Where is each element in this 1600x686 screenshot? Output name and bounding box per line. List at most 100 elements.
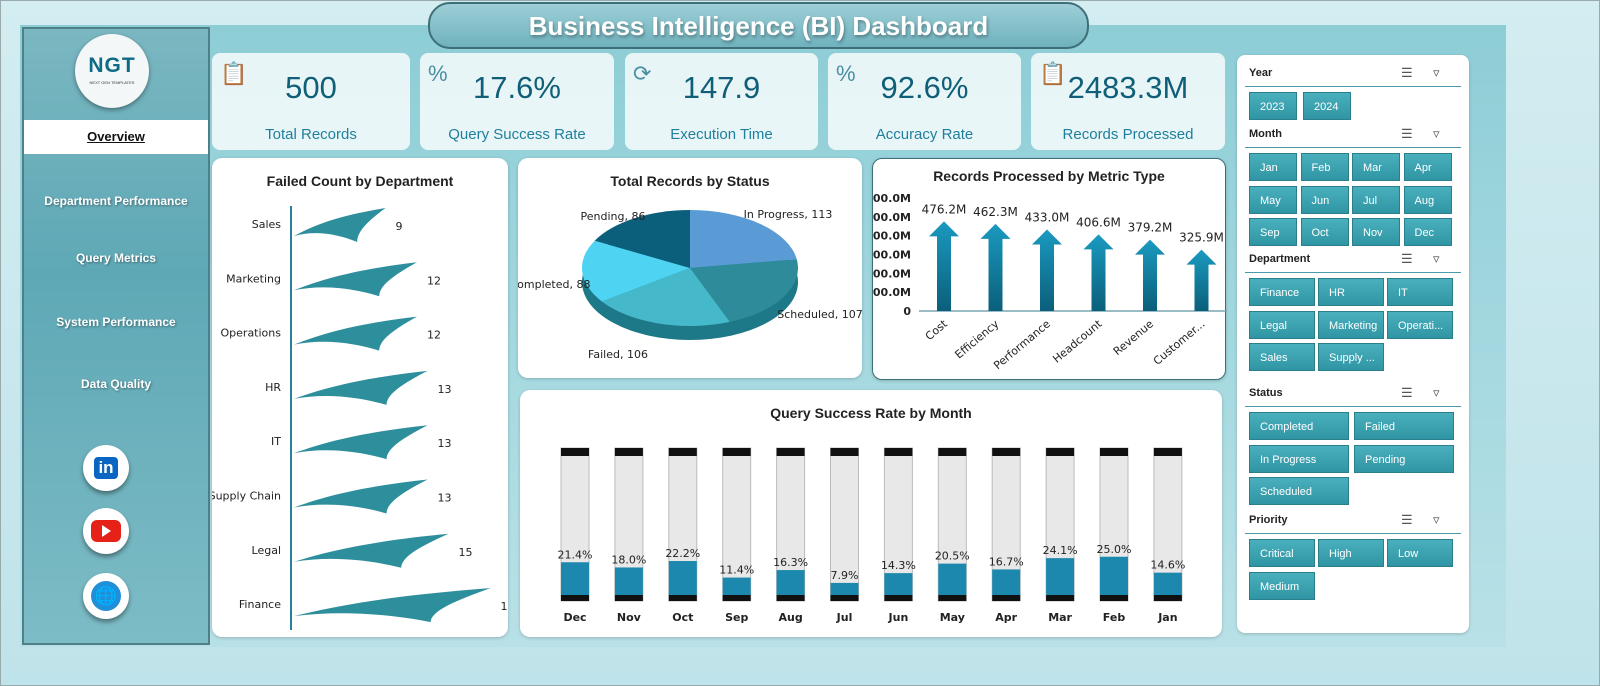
chart-title: Query Success Rate by Month: [770, 405, 972, 421]
slicer-item[interactable]: In Progress: [1249, 444, 1349, 473]
x-tick-label: Jun: [888, 611, 909, 624]
slicer-item[interactable]: Apr: [1403, 153, 1452, 181]
nav-overview[interactable]: Overview: [24, 120, 208, 154]
slice-label: In Progress, 113: [744, 208, 833, 221]
category-label: Marketing: [226, 272, 281, 285]
clear-filter-icon[interactable]: ▿: [1433, 385, 1440, 400]
x-tick-label: Nov: [617, 611, 642, 624]
youtube-button[interactable]: [83, 508, 129, 554]
y-tick-label: 600.0M: [873, 192, 911, 205]
slicer-item[interactable]: Low: [1387, 539, 1453, 567]
bar: [294, 370, 428, 405]
pie-slice: [601, 268, 730, 326]
slicer-item[interactable]: Mar: [1352, 153, 1400, 181]
bar-fill: [668, 561, 697, 595]
multi-select-icon[interactable]: ☰: [1401, 65, 1413, 80]
cylinder-base: [614, 595, 643, 601]
cylinder-cap: [614, 448, 643, 456]
logo-subtitle: NEXT GEN TEMPLATES: [89, 80, 135, 85]
bar: [294, 208, 386, 242]
slicer-item[interactable]: Completed: [1249, 412, 1349, 440]
slicer-item[interactable]: Dec: [1403, 218, 1452, 246]
clear-filter-icon[interactable]: ▿: [1433, 251, 1440, 266]
slicer-item[interactable]: Jul: [1352, 185, 1400, 214]
y-tick-label: 500.0M: [873, 211, 911, 224]
slicer-item[interactable]: May: [1249, 185, 1297, 214]
slicer-item[interactable]: Jun: [1300, 185, 1349, 214]
x-tick-label: Aug: [778, 611, 802, 624]
bar-fill: [1153, 572, 1182, 595]
slicer-item[interactable]: Medium: [1249, 571, 1315, 600]
website-button[interactable]: 🌐: [83, 573, 129, 619]
data-label: 14.6%: [1150, 559, 1185, 572]
clear-filter-icon[interactable]: ▿: [1433, 512, 1440, 527]
data-label: 462.3M: [973, 205, 1018, 219]
slicer-item[interactable]: Scheduled: [1249, 477, 1349, 505]
cylinder-cap: [1100, 448, 1128, 456]
data-label: 24.1%: [1043, 544, 1078, 557]
divider: [1245, 272, 1461, 273]
arrow-bar: [929, 221, 959, 311]
slicer-item[interactable]: Supply ...: [1318, 343, 1384, 371]
slicer-item[interactable]: Feb: [1300, 153, 1349, 181]
slicer-title: Department: [1249, 253, 1311, 265]
multi-select-icon[interactable]: ☰: [1401, 251, 1413, 266]
bar-fill: [722, 577, 751, 595]
data-label: 13: [438, 383, 452, 396]
multi-select-icon[interactable]: ☰: [1401, 385, 1413, 400]
cylinder-base: [722, 595, 751, 601]
slicer-item[interactable]: High: [1318, 539, 1384, 567]
slicer-item[interactable]: Oct: [1300, 218, 1349, 246]
cylinder-cap: [992, 448, 1021, 456]
nav-data-quality[interactable]: Data Quality: [80, 377, 152, 391]
data-label: 325.9M: [1179, 231, 1224, 245]
nav-query-metrics[interactable]: Query Metrics: [75, 251, 157, 265]
slicer-item[interactable]: Aug: [1403, 185, 1452, 214]
nav-system-performance[interactable]: System Performance: [56, 315, 176, 329]
bar: [294, 262, 417, 297]
cylinder-cap: [1046, 448, 1075, 456]
pie-slice: [594, 210, 690, 268]
slicer-item[interactable]: HR: [1318, 278, 1384, 306]
slicer-item[interactable]: Sales: [1249, 343, 1315, 371]
slicer-item[interactable]: Sep: [1249, 218, 1297, 246]
divider: [1245, 147, 1461, 148]
kpi-label: Accuracy Rate: [875, 126, 974, 143]
multi-select-icon[interactable]: ☰: [1401, 512, 1413, 527]
slicer-item[interactable]: 2023: [1249, 92, 1297, 120]
cylinder-base: [776, 595, 805, 601]
data-label: 20.5%: [935, 550, 970, 563]
kpi-value: 500: [285, 70, 337, 105]
chart-title: Total Records by Status: [610, 173, 770, 189]
cylinder-cap: [668, 448, 697, 456]
slicer-item[interactable]: IT: [1387, 278, 1453, 306]
slicer-item[interactable]: Nov: [1352, 218, 1400, 246]
slicer-item[interactable]: Failed: [1354, 412, 1454, 440]
slicer-title: Priority: [1249, 514, 1288, 526]
slicer-item[interactable]: 2024: [1303, 92, 1351, 120]
data-label: 379.2M: [1128, 221, 1173, 235]
slicer-item[interactable]: Marketing: [1318, 310, 1384, 339]
linkedin-button[interactable]: in: [83, 445, 129, 491]
nav-department-performance[interactable]: Department Performance: [44, 194, 188, 208]
slicer-item[interactable]: Jan: [1249, 153, 1297, 181]
bar: [294, 479, 428, 514]
slicer-item[interactable]: Finance: [1249, 278, 1315, 306]
slicer-item[interactable]: Operati...: [1387, 310, 1453, 339]
failed-count-chart: Failed Count by Department Sales 9 Marketi…: [212, 158, 508, 637]
x-tick-label: May: [940, 611, 965, 624]
clear-filter-icon[interactable]: ▿: [1433, 126, 1440, 141]
slicer-item[interactable]: Legal: [1249, 310, 1315, 339]
slicer-item[interactable]: Critical: [1249, 539, 1315, 567]
cylinder-cap: [776, 448, 805, 456]
x-tick-label: Revenue: [1111, 317, 1156, 358]
kpi-card: % 17.6% Query Success Rate: [420, 53, 614, 150]
multi-select-icon[interactable]: ☰: [1401, 126, 1413, 141]
slicer-item[interactable]: Pending: [1354, 444, 1454, 473]
category-label: Legal: [252, 544, 281, 557]
clear-filter-icon[interactable]: ▿: [1433, 65, 1440, 80]
bar-fill: [992, 569, 1021, 595]
slice-label: Pending, 86: [581, 210, 646, 223]
slice-label: Failed, 106: [588, 348, 648, 361]
slicer-title: Month: [1249, 128, 1282, 140]
